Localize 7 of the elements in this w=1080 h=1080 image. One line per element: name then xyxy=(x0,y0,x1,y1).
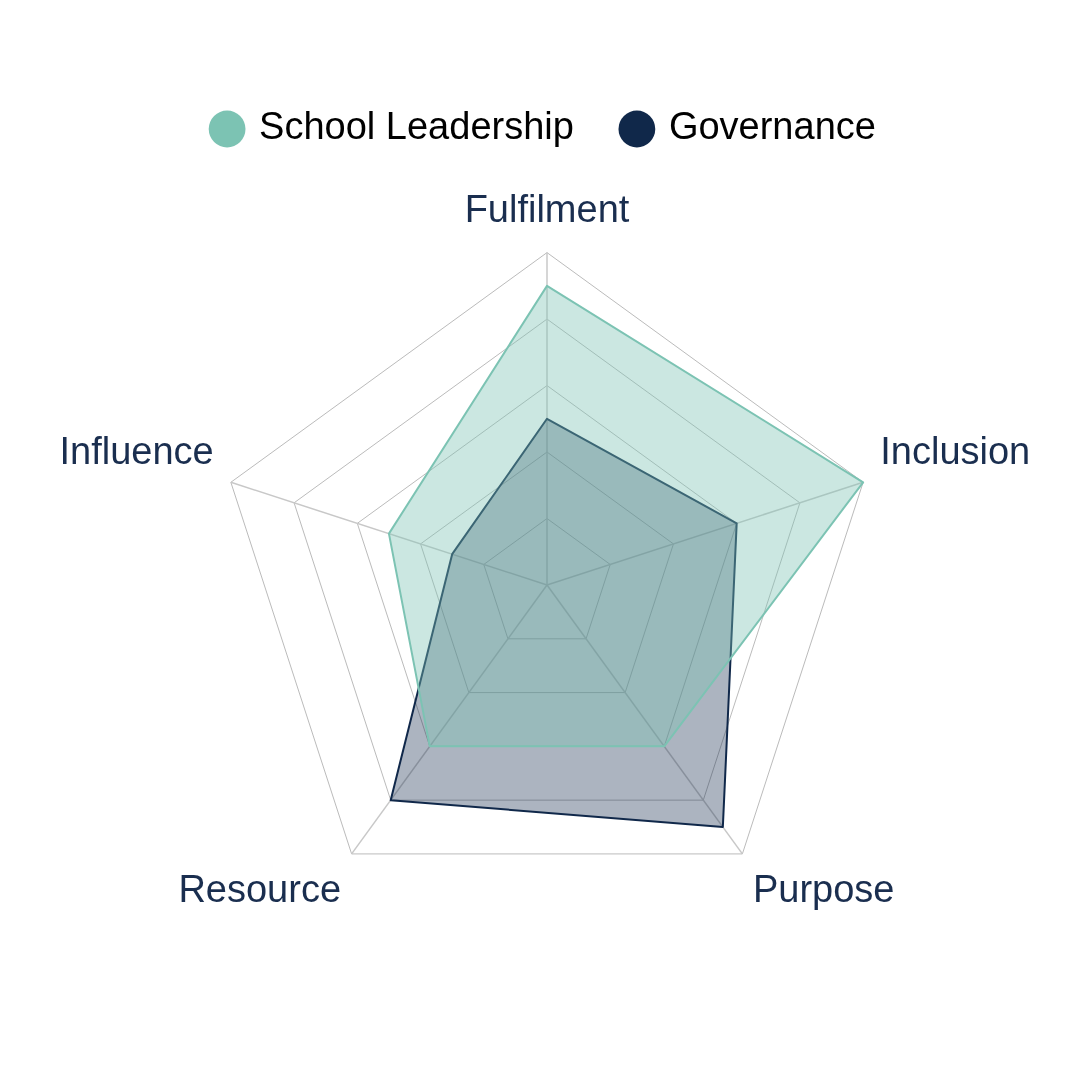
spoke-label: Influence xyxy=(59,430,214,473)
spoke-label: Inclusion xyxy=(880,430,1031,473)
legend-label: Governance xyxy=(668,105,876,148)
spoke-label: Fulfilment xyxy=(464,188,630,231)
spoke-label: Resource xyxy=(178,867,342,910)
legend-label: School Leadership xyxy=(259,105,574,148)
spoke-label: Purpose xyxy=(752,867,895,910)
